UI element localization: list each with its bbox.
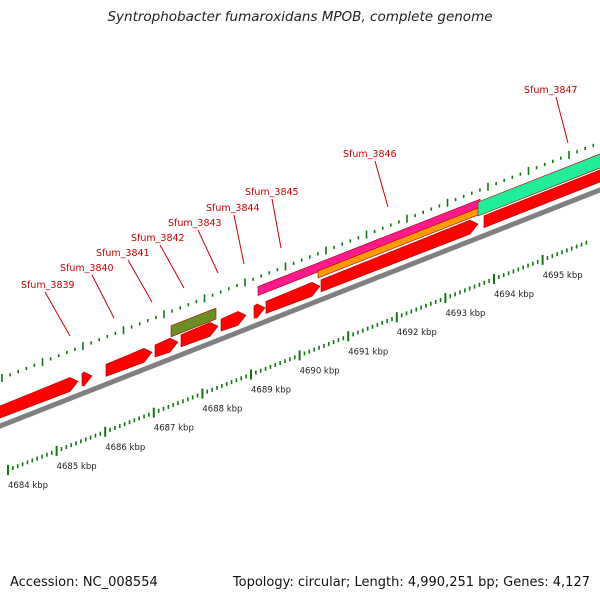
gene-arrow (154, 337, 179, 358)
teal-band (477, 153, 600, 217)
scale-label: 4685 kbp (57, 462, 97, 472)
top-ticks (1, 143, 595, 382)
gene-leader-line (233, 214, 245, 265)
gene-arrow (105, 348, 153, 377)
gene-label: Sfum_3844 (206, 203, 260, 214)
gene-label: Sfum_3846 (343, 149, 397, 160)
gene-leader-line (555, 96, 569, 144)
gene-leader-line (44, 291, 71, 337)
scale-label: 4684 kbp (8, 481, 48, 491)
gene-arrow (81, 371, 93, 387)
scale-label: 4691 kbp (348, 347, 388, 357)
gene-label: Sfum_3843 (168, 218, 222, 229)
accession-text: Accession: NC_008554 (10, 575, 158, 590)
gene-label: Sfum_3847 (524, 85, 578, 96)
scale-label: 4686 kbp (105, 443, 145, 453)
gene-label: Sfum_3840 (60, 263, 114, 274)
gene-arrow (483, 169, 600, 229)
map-title: Syntrophobacter fumaroxidans MPOB, compl… (107, 9, 493, 25)
gene-leader-line (197, 229, 219, 274)
gene-label: Sfum_3845 (245, 187, 299, 198)
scale-label: 4688 kbp (202, 405, 242, 415)
scale-label: 4694 kbp (494, 290, 534, 300)
backbone-line (0, 187, 600, 429)
gene-arrow (265, 281, 321, 314)
gene-label: Sfum_3839 (21, 280, 75, 291)
gene-leader-line (127, 259, 153, 303)
olive-feature (170, 307, 217, 338)
scale-label: 4695 kbp (543, 271, 583, 281)
gene-arrow (320, 219, 479, 293)
features (0, 153, 600, 419)
scale-labels: 4684 kbp 4685 kbp 4686 kbp 4687 kbp 4688 kbp… (8, 271, 583, 491)
gene-leader-line (159, 244, 185, 289)
topology-text: Topology: circular; Length: 4,990,251 bp… (232, 575, 590, 590)
gene-arrow (253, 303, 266, 319)
gene-leader-line (271, 198, 282, 249)
gene-labels: Sfum_3839 Sfum_3840 Sfum_3841 Sfum_3842 Sfum… (21, 85, 578, 337)
gene-arrow (180, 322, 219, 348)
gene-arrow (0, 377, 79, 419)
gene-label: Sfum_3841 (96, 248, 150, 259)
gene-arrow (220, 311, 247, 332)
gene-leader-line (91, 274, 115, 319)
scale-label: 4687 kbp (154, 424, 194, 434)
scale-label: 4692 kbp (397, 328, 437, 338)
scale-label: 4690 kbp (300, 366, 340, 376)
gene-label: Sfum_3842 (131, 233, 185, 244)
scale-ticks (7, 240, 588, 475)
scale-label: 4689 kbp (251, 386, 291, 396)
gene-leader-line (374, 160, 389, 208)
scale-label: 4693 kbp (445, 309, 485, 319)
